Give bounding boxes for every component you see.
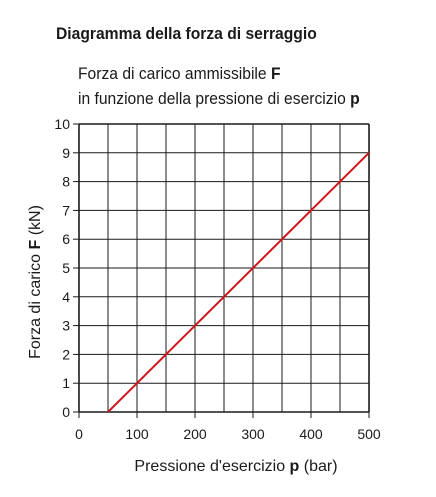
subtitle-line1-text: Forza di carico ammissibile [78,64,271,83]
y-tick-label: 5 [62,260,70,276]
y-tick-label: 4 [62,289,70,305]
chart-subtitle-line1: Forza di carico ammissibile F [78,64,281,84]
subtitle-line2-text: in funzione della pressione di esercizio [78,89,351,108]
y-tick-label: 9 [62,145,70,161]
y-tick-label: 6 [62,231,70,247]
x-tick-label: 400 [299,426,323,442]
y-tick-label: 0 [62,404,70,420]
y-tick-label: 8 [62,174,70,190]
x-tick-label: 0 [75,426,83,442]
x-tick-label: 300 [241,426,265,442]
chart-subtitle-line2: in funzione della pressione di esercizio… [78,89,360,109]
subtitle-line1-symbol: F [270,64,281,83]
y-axis-label: Forza di carico F (kN) [27,205,44,359]
y-tick-label: 10 [54,116,70,132]
y-tick-label: 2 [62,346,70,362]
chart-title: Diagramma della forza di serraggio [56,24,317,43]
subtitle-line2-symbol: p [350,89,360,108]
series-lines [107,152,370,413]
y-tick-label: 7 [62,202,70,218]
x-tick-label: 500 [357,426,381,442]
x-axis-label: Pressione d'esercizio p (bar) [134,458,337,475]
y-tick-labels: 0 1 2 3 4 5 6 7 8 9 10 [54,116,79,420]
x-tick-labels: 0 100 200 300 400 500 [75,412,381,442]
y-tick-label: 1 [62,375,70,391]
y-tick-label: 3 [62,318,70,334]
x-tick-label: 100 [125,426,149,442]
grid-lines [78,123,370,413]
x-tick-label: 200 [183,426,207,442]
series-line [107,152,370,413]
